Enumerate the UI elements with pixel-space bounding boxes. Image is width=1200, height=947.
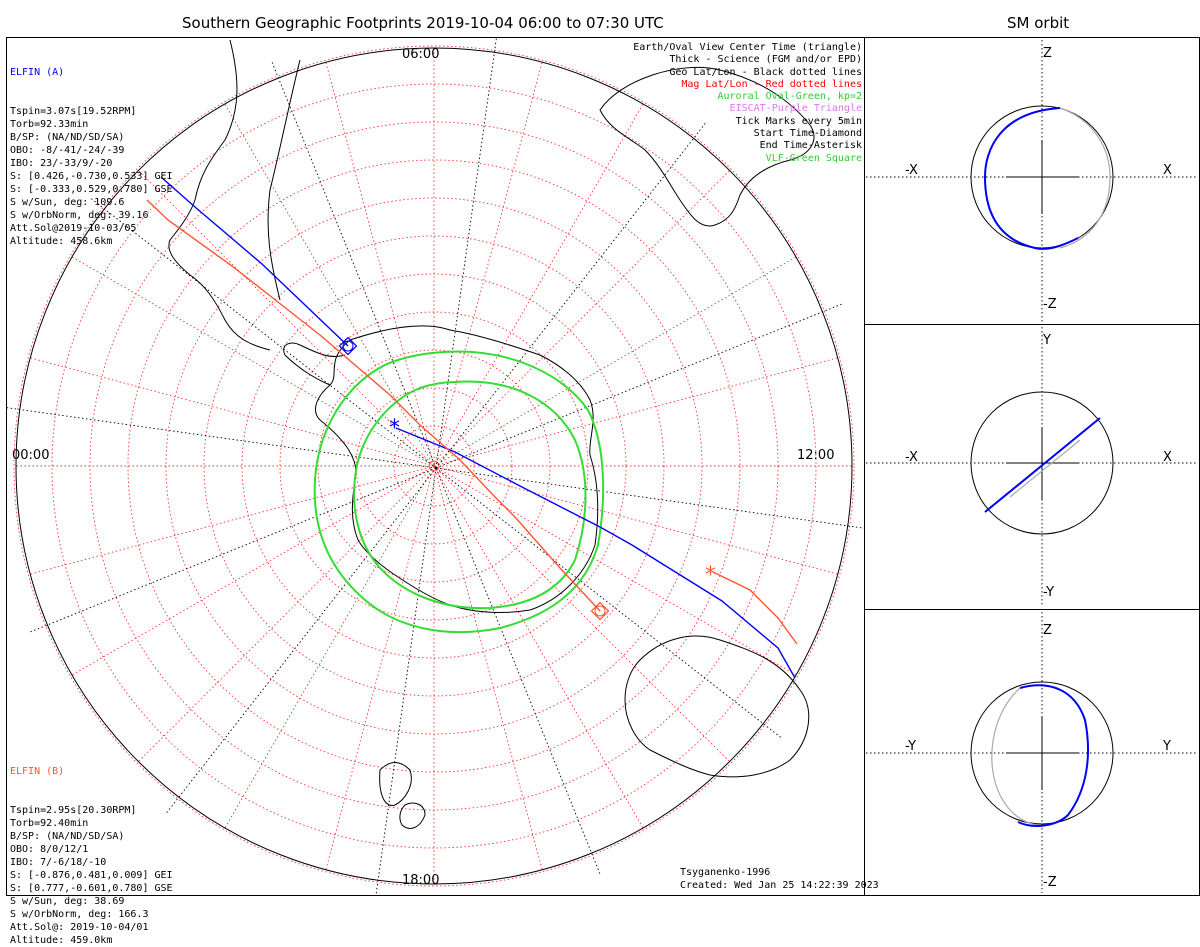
elfin-a-line: S w/Sun, deg: 109.6 — [10, 197, 125, 208]
elfin-a-line: IBO: 23/-33/9/-20 — [10, 158, 113, 169]
sm-xz-right: X — [1163, 163, 1172, 178]
sm-xz-top: Z — [1043, 46, 1052, 61]
elfin-b-name: ELFIN (B) — [10, 766, 65, 777]
legend-entry: Thick - Science (FGM and/or EPD) — [669, 54, 862, 66]
track-elfin-b: * — [146, 199, 798, 645]
start-diamond-b — [590, 601, 610, 621]
sm-yz-left: -Y — [905, 739, 916, 754]
time-label-left: 00:00 — [12, 448, 49, 463]
sm-yz-right: Y — [1162, 739, 1171, 754]
map-title: Southern Geographic Footprints 2019-10-0… — [182, 14, 664, 32]
sm-xz-bottom: -Z — [1043, 297, 1057, 312]
elfin-b-lines: Tspin=2.95s[20.30RPM] Torb=92.40min B/SP: … — [10, 804, 173, 946]
sm-panel-yz: -Y Y Z -Z — [866, 612, 1198, 893]
legend-entry: End Time-Asterisk — [759, 140, 862, 152]
sm-xy-left: -X — [905, 450, 918, 465]
time-label-bottom: 18:00 — [402, 873, 439, 888]
sm-orbit-title: SM orbit — [1007, 14, 1070, 32]
end-asterisk-a: * — [389, 416, 400, 441]
start-diamond-a — [338, 336, 358, 356]
elfin-a-info: ELFIN (A) Tspin=3.07s[19.52RPM] Torb=92.3… — [10, 40, 173, 247]
elfin-a-line: OBO: -8/-41/-24/-39 — [10, 145, 125, 156]
elfin-a-line: S: [-0.333,0.529,0.780] GSE — [10, 184, 173, 195]
track-elfin-a: * — [160, 176, 796, 679]
elfin-a-name: ELFIN (A) — [10, 67, 65, 78]
elfin-b-line: S w/OrbNorm, deg: 166.3 — [10, 909, 149, 920]
elfin-b-line: Torb=92.40min — [10, 818, 89, 829]
legend-entry: Geo Lat/Lon - Black dotted lines — [669, 66, 862, 78]
legend-entry: VLF-Green Square — [765, 152, 862, 164]
legend-entry: EISCAT-Purple Triangle — [729, 103, 862, 115]
elfin-a-line: S w/OrbNorm, deg: 39.16 — [10, 210, 149, 221]
created-label: Created: Wed Jan 25 14:22:39 2023 — [680, 880, 879, 891]
model-label: Tsyganenko-1996 — [680, 867, 771, 878]
elfin-b-line: S w/Sun, deg: 38.69 — [10, 896, 125, 907]
elfin-a-line: Torb=92.33min — [10, 119, 89, 130]
end-asterisk-b: * — [705, 563, 716, 588]
sm-panel-xy: -X X Y -Y — [866, 327, 1198, 607]
elfin-b-line: S: [0.777,-0.601,0.780] GSE — [10, 883, 173, 894]
sm-panel-xz: -X X Z -Z — [866, 40, 1198, 322]
legend-entry: Earth/Oval View Center Time (triangle) — [633, 42, 862, 53]
time-label-top: 06:00 — [402, 47, 439, 62]
elfin-a-lines: Tspin=3.07s[19.52RPM] Torb=92.33min B/SP: … — [10, 105, 173, 247]
legend-entry: Auroral Oval-Green, kp=2 — [717, 91, 863, 103]
elfin-b-line: IBO: 7/-6/18/-10 — [10, 857, 107, 868]
elfin-b-line: S: [-0.876,0.481,0.009] GEI — [10, 870, 173, 881]
time-label-right: 12:00 — [797, 448, 834, 463]
legend: Earth/Oval View Center Time (triangle) Th… — [633, 42, 862, 165]
sm-yz-bottom: -Z — [1043, 875, 1057, 890]
sm-xy-right: X — [1163, 450, 1172, 465]
elfin-b-line: Tspin=2.95s[20.30RPM] — [10, 805, 137, 816]
sm-xy-top: Y — [1042, 333, 1051, 348]
sm-xz-left: -X — [905, 163, 918, 178]
earth-limb — [15, 47, 853, 885]
elfin-b-info: ELFIN (B) Tspin=2.95s[20.30RPM] Torb=92.4… — [10, 739, 173, 946]
elfin-a-line: Tspin=3.07s[19.52RPM] — [10, 106, 137, 117]
elfin-a-line: Altitude: 458.6km — [10, 236, 113, 247]
elfin-b-line: Att.Sol@: 2019-10-04/01 — [10, 922, 149, 933]
geo-grid — [7, 38, 864, 895]
elfin-b-line: OBO: 8/0/12/1 — [10, 844, 89, 855]
elfin-a-line: Att.Sol@2019-10-03/05 — [10, 223, 137, 234]
coastlines — [168, 39, 815, 829]
legend-entry: Tick Marks every 5min — [735, 115, 862, 127]
elfin-a-line: S: [0.426,-0.730,0.533] GEI — [10, 171, 173, 182]
elfin-a-line: B/SP: (NA/ND/SD/SA) — [10, 132, 125, 143]
elfin-b-line: Altitude: 459.0km — [10, 935, 113, 946]
legend-entry: Start Time-Diamond — [753, 128, 862, 140]
elfin-b-line: B/SP: (NA/ND/SD/SA) — [10, 831, 125, 842]
polar-map: * * 06:00 00:00 12:00 18:00 -X X Z -Z — [7, 38, 1198, 895]
sm-xy-bottom: -Y — [1043, 585, 1054, 600]
sm-yz-top: Z — [1043, 623, 1052, 638]
legend-entry: Mag Lat/Lon - Red dotted lines — [681, 78, 862, 90]
auroral-oval — [313, 350, 605, 634]
